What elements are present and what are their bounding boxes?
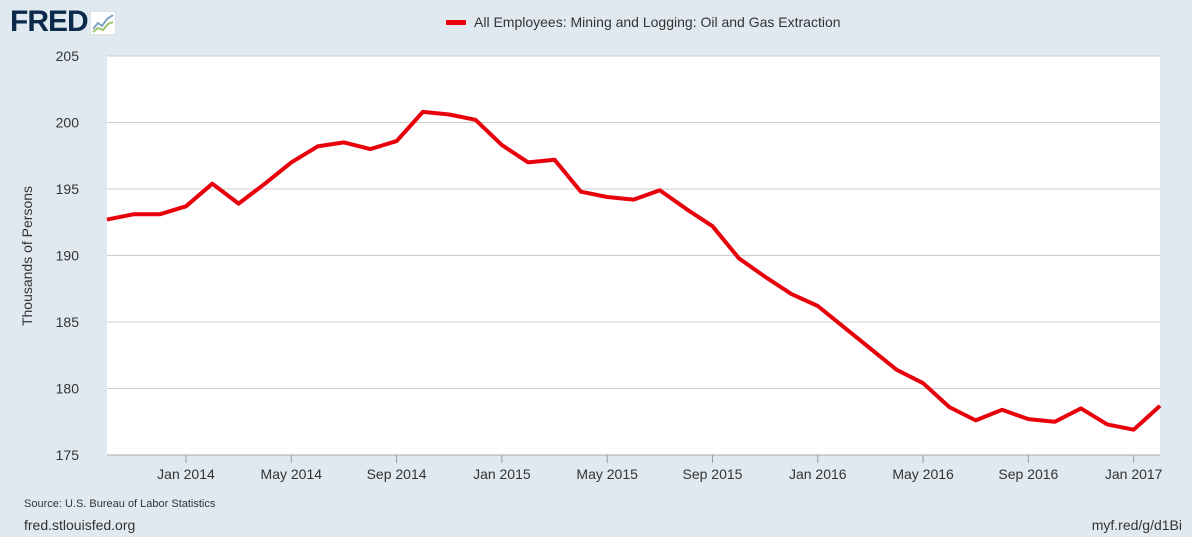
x-axis-ticks: Jan 2014 May 2014 Sep 2014 Jan 2015 May 2015…: [157, 455, 1163, 482]
source-note: Source: U.S. Bureau of Labor Statistics: [24, 498, 216, 510]
fred-chart-logo-icon: [89, 11, 116, 35]
x-tick-label: May 2014: [261, 466, 323, 482]
x-tick-label: Jan 2015: [473, 466, 531, 482]
y-tick-label: 175: [56, 447, 80, 463]
site-link[interactable]: fred.stlouisfed.org: [24, 517, 136, 533]
x-tick-label: Sep 2016: [998, 466, 1058, 482]
short-link[interactable]: myf.red/g/d1Bi: [1091, 517, 1182, 533]
logo-text: FRED: [10, 5, 89, 38]
x-tick-label: Jan 2016: [789, 466, 847, 482]
y-tick-label: 195: [56, 181, 80, 197]
y-axis-label: Thousands of Persons: [19, 186, 35, 326]
y-tick-label: 180: [56, 381, 80, 397]
x-tick-label: Sep 2014: [367, 466, 427, 482]
series-group: [106, 109, 1162, 432]
chart-legend: All Employees: Mining and Logging: Oil a…: [446, 14, 841, 30]
x-tick-label: Sep 2015: [682, 466, 742, 482]
y-tick-label: 205: [56, 48, 80, 64]
series-line: [106, 109, 1162, 432]
x-tick-label: Jan 2017: [1105, 466, 1163, 482]
y-tick-label: 200: [56, 115, 80, 131]
grid-lines: [107, 55, 1160, 456]
x-tick-label: May 2016: [892, 466, 954, 482]
legend-label: All Employees: Mining and Logging: Oil a…: [474, 14, 841, 30]
x-tick-label: May 2015: [576, 466, 638, 482]
y-tick-label: 190: [56, 248, 80, 264]
y-axis-ticks: 175 180 185 190 195 200 205: [56, 48, 80, 463]
legend-swatch: [446, 19, 466, 25]
x-tick-label: Jan 2014: [157, 466, 215, 482]
y-tick-label: 185: [56, 314, 80, 330]
fred-logo[interactable]: FRED: [10, 7, 116, 37]
